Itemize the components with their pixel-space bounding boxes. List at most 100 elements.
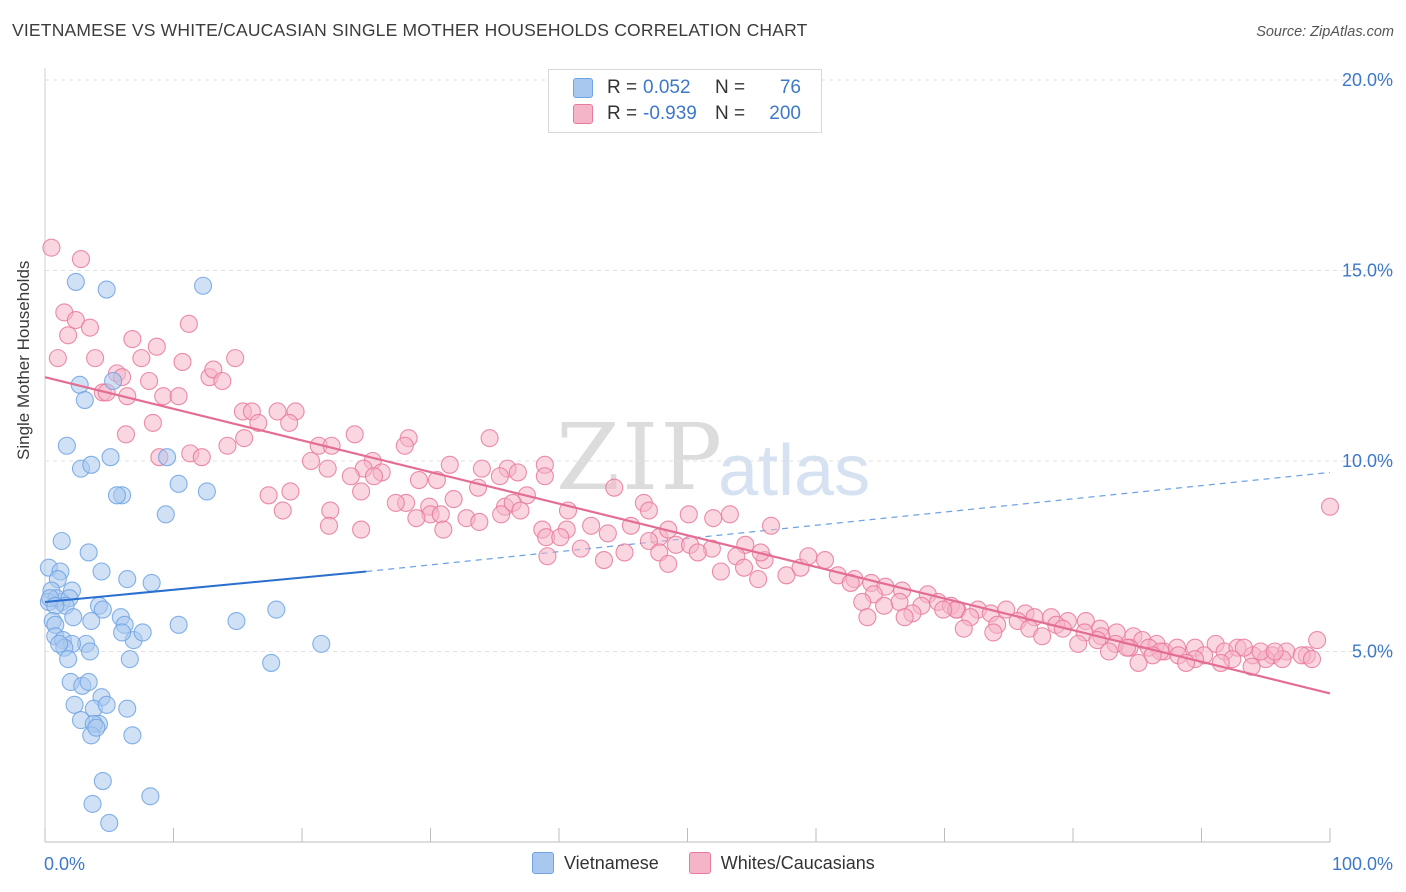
white-point xyxy=(853,592,872,612)
white-point xyxy=(720,505,739,524)
white-point xyxy=(226,349,245,368)
white-point xyxy=(490,467,509,486)
white-point xyxy=(934,600,953,619)
vietnamese-point xyxy=(104,371,123,391)
vietnamese-point xyxy=(227,611,246,631)
legend-item-whites[interactable]: Whites/Caucasians xyxy=(688,852,875,874)
r-label: R = xyxy=(607,77,638,98)
vietnamese-point xyxy=(75,390,94,410)
vietnamese-point xyxy=(101,448,120,467)
vietnamese-point xyxy=(133,623,152,642)
vietnamese-point xyxy=(267,600,286,619)
white-point xyxy=(409,470,428,490)
vietnamese-point xyxy=(120,650,139,669)
white-point xyxy=(639,501,659,520)
y-axis-label: Single Mother Households xyxy=(14,260,33,460)
white-point xyxy=(123,330,142,349)
white-point xyxy=(480,429,499,448)
y-tick-label: 10.0% xyxy=(1342,451,1393,471)
white-point xyxy=(1099,642,1119,661)
vietnamese-point xyxy=(100,813,119,833)
white-point xyxy=(352,482,371,501)
n-value: 76 xyxy=(779,77,801,98)
white-point xyxy=(571,539,590,558)
white-point xyxy=(440,455,459,474)
vietnamese-point xyxy=(107,486,127,505)
white-point xyxy=(472,459,491,478)
x-tick-label: 100.0% xyxy=(1332,854,1393,874)
white-point xyxy=(551,528,570,547)
y-tick-label: 20.0% xyxy=(1342,70,1393,90)
white-point xyxy=(154,387,173,406)
white-point xyxy=(249,413,268,432)
vietnamese-point xyxy=(82,455,101,474)
vietnamese-point xyxy=(83,794,102,813)
white-point xyxy=(895,608,914,627)
tick-labels: 5.0% 10.0% 15.0% 20.0% 0.0% 100.0% xyxy=(44,70,1393,874)
white-point xyxy=(364,467,384,486)
white-point xyxy=(259,486,278,505)
vietnamese-point xyxy=(156,505,175,524)
white-point xyxy=(598,524,617,543)
white-point xyxy=(1129,653,1148,672)
white-point xyxy=(66,310,85,330)
vietnamese-point xyxy=(64,608,83,627)
r-value: 0.052 xyxy=(643,77,691,98)
vietnamese-point xyxy=(57,436,76,455)
vietnamese-point xyxy=(169,615,188,634)
vietnamese-trendline xyxy=(44,570,367,603)
white-point xyxy=(444,490,463,509)
y-tick-label: 5.0% xyxy=(1352,642,1393,662)
white-point xyxy=(511,501,530,520)
white-point xyxy=(341,467,360,486)
vietnamese-point xyxy=(93,600,112,619)
white-point xyxy=(179,314,198,333)
legend-swatch-vietnamese xyxy=(532,852,554,874)
legend-row-whites: R = -0.939 N = 200 xyxy=(573,102,801,126)
white-point xyxy=(605,478,624,497)
white-point xyxy=(984,623,1003,642)
white-point xyxy=(639,531,659,551)
white-point xyxy=(777,566,796,585)
white-point xyxy=(492,505,511,524)
white-point xyxy=(538,547,557,566)
r-value: -0.939 xyxy=(643,103,697,124)
white-point xyxy=(280,413,299,432)
white-point xyxy=(582,516,601,535)
correlation-legend: R = 0.052 N = 76 R = -0.939 N = 200 xyxy=(548,69,822,133)
legend-swatch-vietnamese xyxy=(573,78,593,98)
white-point xyxy=(213,371,232,391)
vietnamese-point xyxy=(262,653,281,672)
chart-title: VIETNAMESE VS WHITE/CAUCASIAN SINGLE MOT… xyxy=(12,20,808,40)
axes xyxy=(44,68,1331,843)
trendlines-layer xyxy=(366,471,1331,573)
watermark-zip: ZIP xyxy=(556,404,725,511)
white-point xyxy=(321,501,340,520)
white-point xyxy=(688,543,707,562)
vietnamese-point xyxy=(118,699,137,718)
vietnamese-point xyxy=(79,672,98,692)
white-point xyxy=(434,520,453,539)
vietnamese-point xyxy=(97,695,116,714)
white-point xyxy=(86,349,105,368)
white-point xyxy=(679,505,698,524)
vietnamese-point xyxy=(52,531,71,551)
white-point xyxy=(301,451,321,471)
white-point xyxy=(594,551,614,570)
white-point xyxy=(431,505,450,524)
white-point xyxy=(704,509,723,528)
white-point xyxy=(535,467,554,486)
white-trendline xyxy=(44,376,1331,695)
trendlines-front xyxy=(44,376,1331,695)
white-point xyxy=(116,425,136,444)
y-tick-label: 15.0% xyxy=(1342,261,1393,281)
vietnamese-point xyxy=(79,543,98,562)
legend-label-whites: Whites/Caucasians xyxy=(720,852,875,873)
white-point xyxy=(659,554,678,573)
white-point xyxy=(799,547,818,566)
legend-label-vietnamese: Vietnamese xyxy=(564,852,659,873)
legend-item-vietnamese[interactable]: Vietnamese xyxy=(532,852,659,874)
vietnamese-point xyxy=(118,570,137,589)
white-point xyxy=(352,520,371,539)
white-point xyxy=(59,326,78,345)
